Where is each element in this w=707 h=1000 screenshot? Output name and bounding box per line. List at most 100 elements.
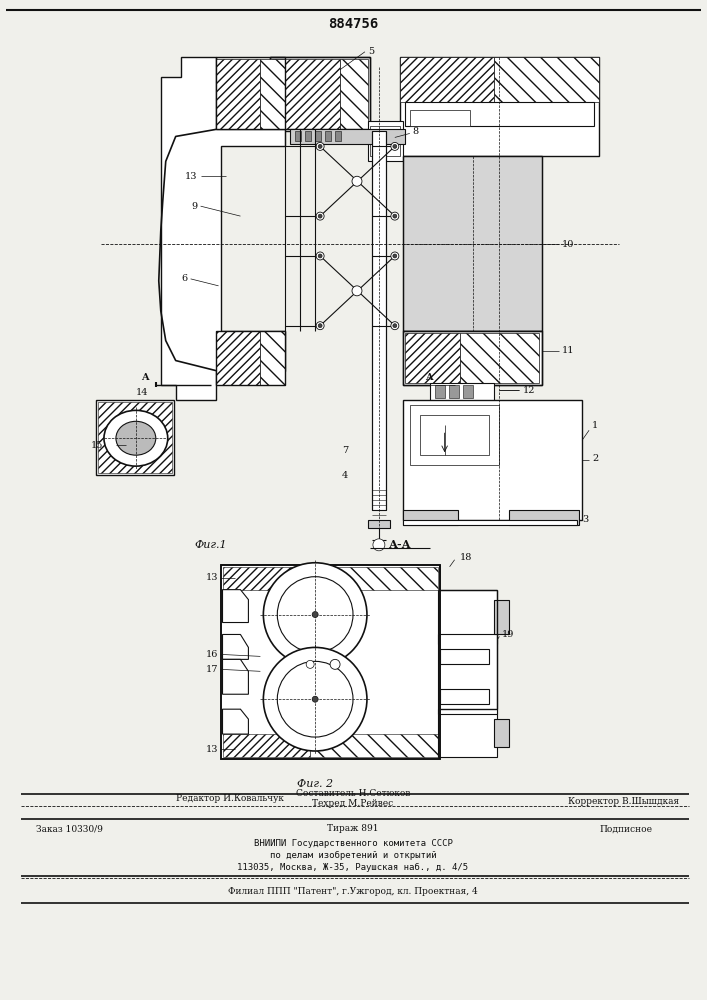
Bar (403, 520, 577, 525)
Bar (462, 385, 472, 398)
Polygon shape (400, 57, 494, 102)
Text: A: A (141, 373, 148, 382)
Text: 14: 14 (136, 388, 148, 397)
Text: Корректор В.Шышдкая: Корректор В.Шышдкая (568, 797, 679, 806)
Text: 10: 10 (562, 240, 575, 249)
Bar (370, 126, 400, 156)
Text: Подписное: Подписное (599, 824, 652, 833)
Polygon shape (260, 59, 285, 129)
Text: 9: 9 (192, 202, 198, 211)
Bar (400, 57, 599, 156)
Bar (368, 121, 403, 161)
Polygon shape (260, 331, 285, 385)
Bar (305, 131, 311, 141)
Text: 4: 4 (341, 471, 348, 480)
Bar (440, 689, 489, 704)
Bar (405, 102, 594, 126)
Bar (291, 129, 405, 144)
Polygon shape (223, 567, 310, 590)
Text: по делам изобретений и открытий: по делам изобретений и открытий (269, 851, 436, 860)
Bar (325, 131, 331, 141)
Bar (335, 131, 341, 141)
Bar (296, 131, 301, 141)
Text: Техред М.Рейвес: Техред М.Рейвес (312, 799, 394, 808)
Bar (494, 719, 509, 747)
Polygon shape (272, 59, 340, 129)
Polygon shape (216, 331, 260, 385)
Circle shape (318, 144, 322, 148)
Polygon shape (494, 57, 599, 102)
Circle shape (316, 142, 324, 150)
Polygon shape (223, 709, 248, 734)
Circle shape (330, 659, 340, 669)
Polygon shape (460, 333, 539, 383)
Bar (403, 510, 457, 525)
Bar (403, 400, 582, 520)
Circle shape (316, 212, 324, 220)
Text: Тираж 891: Тираж 891 (327, 824, 379, 833)
Ellipse shape (263, 563, 367, 666)
Bar (221, 565, 440, 759)
Text: ВНИИПИ Государственного комитета СССР: ВНИИПИ Государственного комитета СССР (254, 839, 452, 848)
Polygon shape (310, 567, 438, 590)
Bar (410, 110, 469, 126)
Bar (430, 383, 494, 401)
Text: 13: 13 (185, 172, 198, 181)
Bar (420, 415, 489, 455)
Circle shape (353, 177, 361, 185)
Circle shape (312, 612, 318, 618)
Ellipse shape (277, 577, 353, 652)
Circle shape (318, 324, 322, 328)
Bar (315, 131, 321, 141)
Bar (221, 565, 440, 759)
Circle shape (391, 212, 399, 220)
Circle shape (318, 254, 322, 258)
Circle shape (391, 252, 399, 260)
Text: Составитель Н.Сетюков: Составитель Н.Сетюков (296, 789, 410, 798)
Text: Редактор И.Ковальчук: Редактор И.Ковальчук (176, 794, 284, 803)
Circle shape (393, 214, 397, 218)
Bar (509, 510, 579, 525)
Bar (435, 385, 445, 398)
Polygon shape (223, 659, 248, 694)
Bar (440, 649, 489, 664)
Bar (270, 57, 370, 129)
Text: A: A (425, 373, 433, 382)
Polygon shape (310, 734, 438, 757)
Text: 16: 16 (206, 650, 218, 659)
Bar (403, 156, 542, 331)
Circle shape (355, 179, 359, 183)
Text: 12: 12 (522, 386, 534, 395)
Circle shape (316, 252, 324, 260)
Polygon shape (223, 734, 310, 757)
Bar (372, 131, 386, 510)
Text: А-А: А-А (389, 539, 411, 550)
Text: 3: 3 (582, 515, 588, 524)
Polygon shape (223, 634, 248, 659)
Polygon shape (405, 333, 460, 383)
Ellipse shape (104, 410, 168, 466)
Text: 8: 8 (413, 127, 419, 136)
Text: Филиал ППП "Патент", г.Ужгород, кл. Проектная, 4: Филиал ППП "Патент", г.Ужгород, кл. Прое… (228, 887, 478, 896)
Text: 7: 7 (341, 446, 348, 455)
Circle shape (355, 289, 359, 293)
Circle shape (393, 254, 397, 258)
Circle shape (391, 142, 399, 150)
Polygon shape (160, 57, 285, 400)
Bar (449, 385, 459, 398)
Text: Заказ 10330/9: Заказ 10330/9 (36, 824, 103, 833)
Text: 18: 18 (460, 553, 472, 562)
Polygon shape (340, 59, 368, 129)
Bar (403, 331, 542, 385)
Bar (270, 57, 370, 131)
Circle shape (352, 176, 362, 186)
Bar (438, 709, 498, 757)
Bar (438, 590, 498, 644)
Ellipse shape (277, 661, 353, 737)
Polygon shape (98, 402, 172, 473)
Ellipse shape (263, 647, 367, 751)
Bar (438, 634, 498, 714)
Bar (368, 520, 390, 528)
Bar (216, 331, 285, 385)
Text: 1: 1 (592, 421, 598, 430)
